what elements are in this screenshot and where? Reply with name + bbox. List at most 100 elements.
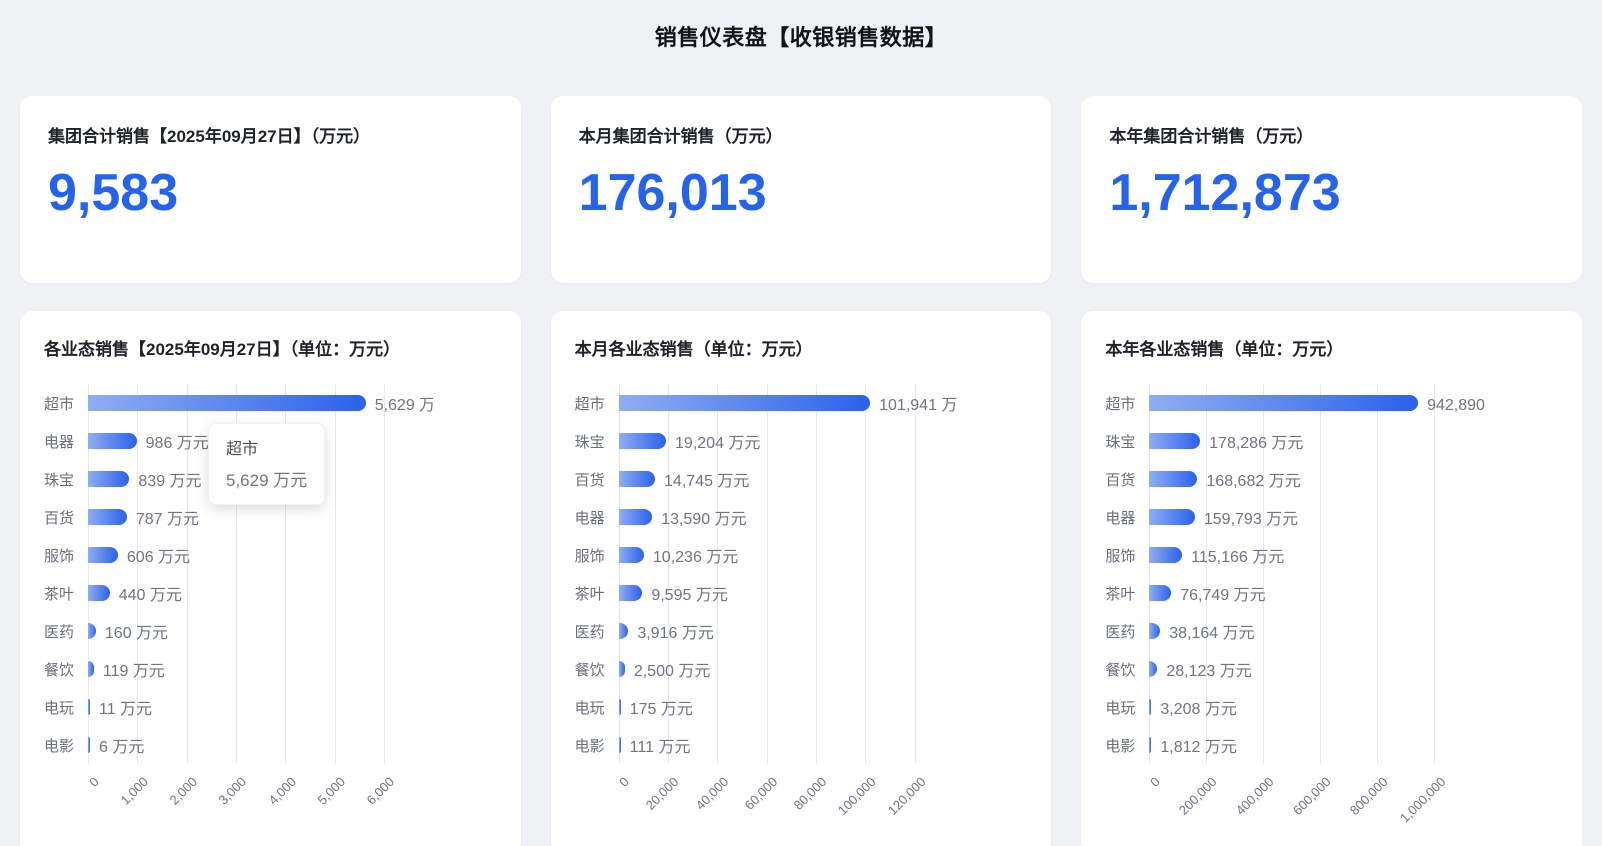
bar-row: 787 万元 [88,498,433,536]
gridline [137,384,139,764]
bar-value-label: 13,590 万元 [661,511,747,528]
bar-餐饮[interactable] [88,661,94,677]
value-axis: 0 200,000 400,000 600,000 800,000 1,000,000 [1147,768,1487,832]
bar-row: 160 万元 [88,612,433,650]
bar-value-label: 111 万元 [629,739,691,756]
bar-餐饮[interactable] [1149,661,1158,677]
gridline [914,384,916,764]
category-label: 医药 [1105,623,1136,641]
category-label: 服饰 [1105,547,1136,565]
axis-tick-label: 20,000 [642,774,682,813]
bar-value-label: 839 万元 [138,473,202,490]
bar-电玩[interactable] [1149,699,1152,715]
bar-电影[interactable] [618,737,621,753]
bar-row: 28,123 万元 [1149,650,1487,688]
category-label: 电影 [574,737,605,755]
bar-value-label: 3,208 万元 [1160,701,1237,718]
bar-value-label: 119 万元 [102,663,165,680]
plot-area: 942,890 万元 178,286 万元 168,682 万元 159,793 万元… [1147,384,1487,832]
bar-珠宝[interactable] [88,471,130,487]
bar-茶叶[interactable] [1149,585,1172,601]
category-label: 超市 [44,395,75,413]
bar-超市[interactable] [1149,395,1419,411]
gridline [865,384,867,764]
bar-茶叶[interactable] [618,585,643,601]
bar-百货[interactable] [88,509,127,525]
bar-value-label: 6 万元 [99,739,145,756]
bar-电玩[interactable] [88,699,90,715]
bar-医药[interactable] [1149,623,1161,639]
bar-row: 2,500 万元 [618,650,957,688]
kpi-value: 1,712,873 [1109,164,1341,222]
category-label: 电影 [44,737,75,755]
category-label: 珠宝 [574,433,605,451]
bar-电玩[interactable] [618,699,621,715]
bar-茶叶[interactable] [88,585,110,601]
bar-电影[interactable] [88,737,90,753]
category-axis: 超市 电器 珠宝 百货 服饰 茶叶 医药 餐饮 电玩 电影 [44,384,88,832]
bar-电器[interactable] [1149,509,1195,525]
gridline [668,384,669,764]
bar-百货[interactable] [1149,471,1198,487]
axis-tick-label: 60,000 [741,774,781,813]
category-label: 服饰 [574,547,605,565]
bars-area: 5,629 万元 986 万元 839 万元 787 万元 606 万元 440 万元 16… [88,384,433,764]
axis-tick-label: 200,000 [1176,774,1220,818]
axis-tick-label: 100,000 [835,774,879,818]
axis-tick-label: 0 [1147,774,1163,790]
bar-row: 175 万元 [618,688,957,726]
kpi-card-year-total: 本年集团合计销售（万元） 1,712,873 [1081,96,1583,283]
bar-row: 19,204 万元 [618,422,957,460]
category-label: 茶叶 [1105,585,1136,603]
bar-超市[interactable] [618,395,871,411]
gridline [717,384,719,764]
bar-珠宝[interactable] [1149,433,1201,449]
bar-row: 10,236 万元 [618,536,957,574]
bar-row: 942,890 万元 [1149,384,1487,422]
category-axis: 超市 珠宝 百货 电器 服饰 茶叶 医药 餐饮 电玩 电影 [1105,384,1149,832]
tooltip-category: 超市 [226,441,259,458]
gridline [236,384,237,764]
axis-tick-label: 6,000 [363,774,398,808]
bar-电器[interactable] [88,433,137,449]
category-label: 百货 [44,509,75,527]
bar-value-label: 942,890 万元 [1427,397,1487,414]
plot-area: 101,941 万元 19,204 万元 14,745 万元 13,590 万元 10,… [617,384,957,832]
gridline [1263,384,1265,764]
gridline [1149,384,1151,764]
gridline [1206,384,1208,764]
bar-row: 440 万元 [88,574,433,612]
category-label: 电影 [1105,737,1136,755]
bar-服饰[interactable] [1149,547,1183,563]
category-label: 电玩 [574,699,605,717]
axis-tick-label: 600,000 [1290,774,1334,818]
chart-tooltip: 超市 5,629 万元 [208,423,326,505]
bar-电影[interactable] [1149,737,1152,753]
category-label: 医药 [44,623,75,641]
bar-value-label: 159,793 万元 [1203,511,1299,528]
bar-医药[interactable] [88,623,96,639]
bar-电器[interactable] [618,509,653,525]
gridline [186,384,188,764]
gridline [334,384,336,764]
bar-row: 101,941 万元 [618,384,957,422]
gridline [1320,384,1322,764]
bar-服饰[interactable] [88,547,118,563]
bar-服饰[interactable] [618,547,644,563]
axis-tick-label: 80,000 [790,774,830,813]
axis-tick-label: 0 [85,774,102,790]
bar-珠宝[interactable] [618,433,667,449]
bar-row: 9,595 万元 [618,574,957,612]
bar-百货[interactable] [618,471,656,487]
value-axis: 0 20,000 40,000 60,000 80,000 100,000 120,000 [617,768,957,832]
bar-医药[interactable] [618,623,629,639]
category-label: 超市 [1105,395,1136,413]
bar-超市[interactable] [88,395,366,411]
category-label: 珠宝 [1105,433,1136,451]
axis-tick-label: 120,000 [884,774,929,818]
bar-餐饮[interactable] [618,661,625,677]
category-label: 电玩 [1105,699,1136,717]
bar-row: 5,629 万元 [88,384,433,422]
category-label: 电器 [44,433,75,451]
